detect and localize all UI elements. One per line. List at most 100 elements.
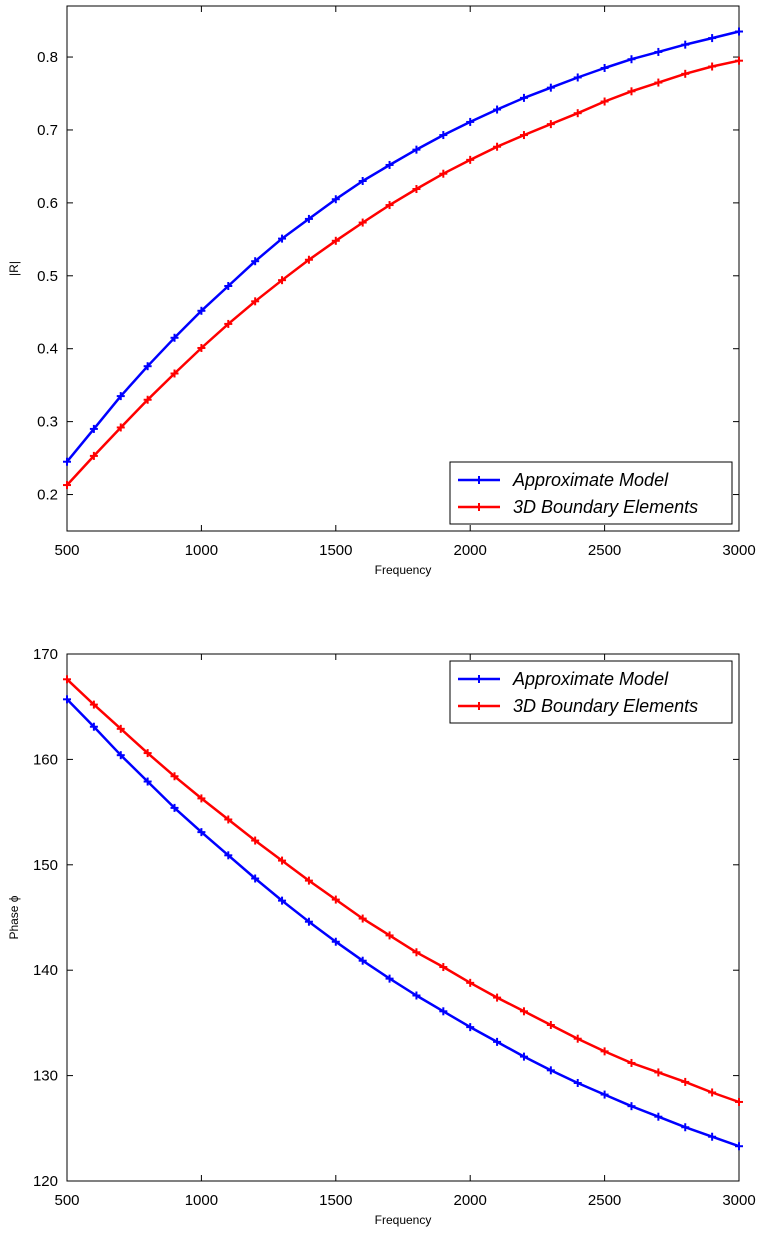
data-point: [358, 956, 367, 965]
x-tick-label: 1000: [185, 1192, 218, 1209]
data-point: [573, 73, 582, 82]
series-approximate-model: [63, 27, 743, 466]
data-point: [412, 948, 421, 957]
data-point: [600, 63, 609, 72]
series-approximate-model: [63, 695, 743, 1151]
y-axis-label: Phase ϕ: [7, 895, 21, 939]
x-tick-label: 2000: [454, 542, 487, 559]
y-tick-label: 0.8: [37, 49, 58, 66]
data-point: [89, 700, 98, 709]
data-point: [304, 876, 313, 885]
legend-item: Approximate Model: [458, 669, 669, 689]
legend-label: Approximate Model: [512, 669, 669, 689]
data-point: [89, 722, 98, 731]
data-point: [116, 423, 125, 432]
data-point: [546, 1066, 555, 1075]
data-point: [600, 1090, 609, 1099]
data-point: [708, 62, 717, 71]
data-point: [600, 1047, 609, 1056]
x-axis-label: Frequency: [375, 1213, 432, 1227]
x-tick-label: 3000: [722, 542, 755, 559]
x-tick-label: 1500: [319, 1192, 352, 1209]
data-point: [708, 34, 717, 43]
plot-area-frame: [66, 5, 740, 532]
data-point: [654, 1068, 663, 1077]
data-point: [627, 1102, 636, 1111]
data-point: [251, 257, 260, 266]
data-point: [63, 695, 71, 704]
y-tick-label: 0.6: [37, 195, 58, 212]
data-point: [627, 55, 636, 64]
data-point: [331, 895, 340, 904]
data-point: [466, 978, 475, 987]
data-point: [170, 803, 179, 812]
series-3d-boundary-elements: [63, 675, 743, 1106]
data-point: [708, 1132, 717, 1141]
data-point: [735, 27, 743, 36]
data-point: [493, 105, 502, 114]
data-point: [519, 1052, 528, 1061]
data-point: [385, 931, 394, 940]
data-point: [331, 195, 340, 204]
data-point: [63, 675, 71, 684]
data-point: [143, 749, 152, 758]
legend-label: 3D Boundary Elements: [513, 497, 698, 517]
y-tick-label: 0.7: [37, 122, 58, 139]
data-point: [600, 97, 609, 106]
legend-label: 3D Boundary Elements: [513, 696, 698, 716]
data-point: [439, 169, 448, 178]
data-point: [304, 214, 313, 223]
y-tick-label: 170: [33, 646, 58, 663]
data-point: [627, 87, 636, 96]
data-point: [546, 1021, 555, 1030]
data-point: [170, 333, 179, 342]
data-point: [304, 917, 313, 926]
data-point: [385, 160, 394, 169]
plot-area-frame: [66, 653, 740, 1182]
data-point: [681, 69, 690, 78]
data-point: [412, 185, 421, 194]
x-tick-label: 2500: [588, 1192, 621, 1209]
data-point: [251, 297, 260, 306]
data-point: [224, 815, 233, 824]
data-point: [412, 145, 421, 154]
data-point: [358, 914, 367, 923]
legend-item: Approximate Model: [458, 470, 669, 490]
legend: Approximate Model 3D Boundary Elements: [449, 660, 733, 724]
data-point: [573, 1034, 582, 1043]
y-tick-label: 0.4: [37, 341, 58, 358]
data-point: [493, 142, 502, 151]
data-point: [546, 83, 555, 92]
data-point: [116, 392, 125, 401]
x-tick-label: 500: [54, 542, 79, 559]
data-point: [439, 963, 448, 972]
legend-box: [449, 461, 733, 525]
y-tick-label: 120: [33, 1173, 58, 1190]
y-tick-label: 0.3: [37, 414, 58, 431]
data-point: [439, 1007, 448, 1016]
series-line: [66, 59, 740, 486]
series-line: [66, 30, 740, 463]
data-point: [197, 828, 206, 837]
data-point: [143, 362, 152, 371]
data-point: [143, 395, 152, 404]
data-point: [681, 1077, 690, 1086]
x-tick-label: 2500: [588, 542, 621, 559]
series-line: [66, 678, 740, 1104]
data-point: [573, 109, 582, 118]
data-point: [116, 724, 125, 733]
data-point: [89, 451, 98, 460]
x-tick-label: 500: [54, 1192, 79, 1209]
data-point: [385, 201, 394, 210]
data-point: [546, 120, 555, 129]
data-point: [278, 856, 287, 865]
data-point: [358, 218, 367, 227]
data-point: [304, 255, 313, 264]
data-point: [278, 896, 287, 905]
x-axis-label: Frequency: [375, 563, 432, 577]
x-tick-label: 1000: [185, 542, 218, 559]
y-axis-label: |R|: [7, 261, 21, 276]
data-point: [519, 93, 528, 102]
data-point: [358, 177, 367, 185]
